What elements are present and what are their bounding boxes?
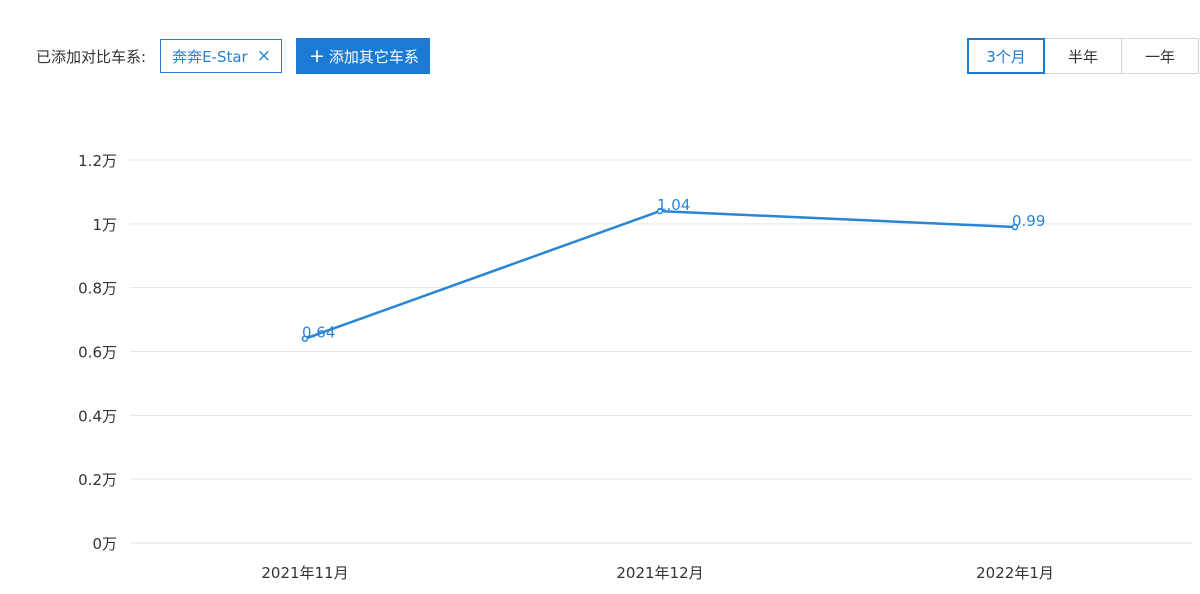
close-icon[interactable]: × [256, 45, 271, 66]
y-tick-label: 0.6万 [78, 344, 117, 362]
range-one-year-button[interactable]: 一年 [1121, 38, 1199, 74]
add-series-label: 添加其它车系 [328, 47, 419, 66]
data-label: 1.04 [657, 196, 690, 214]
data-label: 0.99 [1012, 212, 1045, 230]
add-series-button[interactable]: + 添加其它车系 [295, 38, 430, 74]
y-tick-label: 1万 [92, 216, 117, 234]
compare-bar: 已添加对比车系: 奔奔E-Star × + 添加其它车系 [36, 38, 430, 74]
y-tick-label: 0万 [92, 535, 117, 553]
x-tick-label: 2021年12月 [616, 564, 703, 582]
y-tick-label: 0.8万 [78, 280, 117, 298]
series-line [304, 209, 1016, 340]
x-tick-label: 2022年1月 [976, 564, 1054, 582]
y-tick-label: 0.4万 [78, 407, 117, 425]
data-point [301, 335, 309, 342]
compare-tag-benben-estar[interactable]: 奔奔E-Star × [160, 39, 282, 73]
compare-tag-label: 奔奔E-Star [172, 47, 248, 66]
data-label: 0.64 [302, 324, 335, 342]
y-tick-label: 1.2万 [78, 152, 117, 170]
compare-label: 已添加对比车系: [36, 47, 147, 66]
data-point [1011, 223, 1019, 231]
y-tick-label: 0.2万 [78, 471, 117, 489]
time-range-group: 3个月 半年 一年 [967, 38, 1199, 74]
plus-icon: + [308, 44, 325, 67]
data-point [656, 207, 664, 215]
range-3-months-button[interactable]: 3个月 [967, 38, 1045, 74]
x-tick-label: 2021年11月 [261, 564, 348, 582]
range-half-year-button[interactable]: 半年 [1044, 38, 1122, 74]
